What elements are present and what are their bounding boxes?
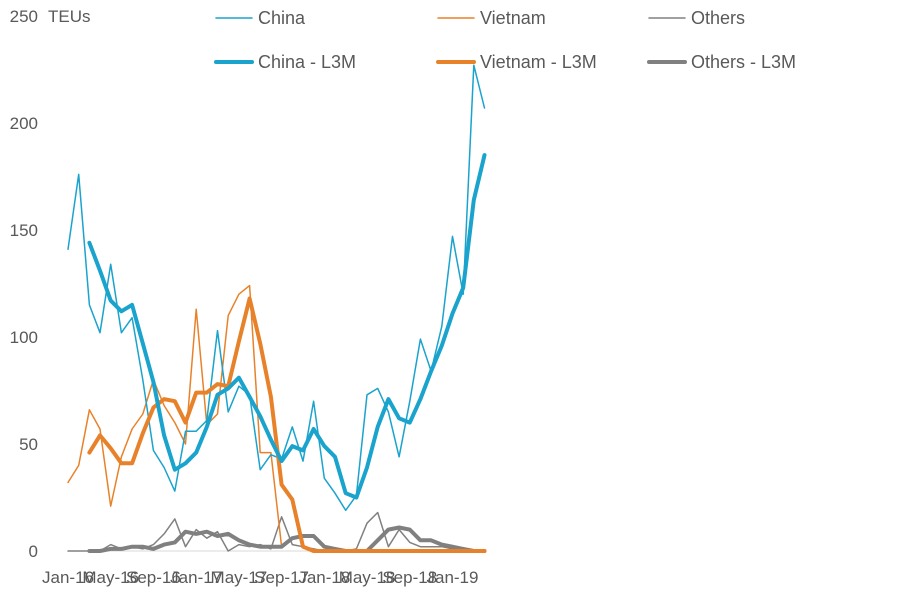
legend-label: China - L3M <box>258 52 356 72</box>
x-tick-label: Sep-16 <box>126 568 181 587</box>
y-axis-label: TEUs <box>48 7 91 26</box>
y-axis: 0 50 100 150 200 250 <box>10 7 38 561</box>
legend-item-vietnam: Vietnam <box>437 8 546 28</box>
legend-item-others-l3m: Others - L3M <box>647 52 796 72</box>
x-tick-label: May-16 <box>82 568 139 587</box>
x-tick-label: Sep-17 <box>254 568 309 587</box>
legend-item-china-l3m: China - L3M <box>214 52 356 72</box>
legend-item-china: China <box>215 8 306 28</box>
y-tick-label: 150 <box>10 221 38 240</box>
legend-label: Vietnam - L3M <box>480 52 597 72</box>
y-tick-label: 50 <box>19 435 38 454</box>
y-tick-label: 0 <box>29 542 38 561</box>
series-line-others-l3m <box>87 525 487 553</box>
series-line-china-l3m <box>87 153 487 500</box>
legend-label: Others - L3M <box>691 52 796 72</box>
y-tick-label: 100 <box>10 328 38 347</box>
x-tick-label: Jan-16 <box>42 568 94 587</box>
x-tick-label: Jan-17 <box>170 568 222 587</box>
legend-item-vietnam-l3m: Vietnam - L3M <box>436 52 597 72</box>
x-tick-label: Jan-18 <box>298 568 350 587</box>
legend-label: Vietnam <box>480 8 546 28</box>
x-tick-label: Sep-18 <box>382 568 437 587</box>
series-lines <box>67 64 487 553</box>
series-line-vietnam-l3m <box>87 296 487 553</box>
legend-item-others: Others <box>648 8 745 28</box>
series-line-vietnam <box>67 284 283 548</box>
x-tick-label: May-18 <box>339 568 396 587</box>
x-tick-label: Jan-19 <box>426 568 478 587</box>
y-tick-label: 200 <box>10 114 38 133</box>
y-tick-label: 250 <box>10 7 38 26</box>
x-tick-label: May-17 <box>211 568 268 587</box>
legend: China Vietnam Others China - L3M Vietnam - L… <box>214 8 796 72</box>
legend-label: Others <box>691 8 745 28</box>
x-axis: Jan-16May-16Sep-16Jan-17May-17Sep-17Jan-… <box>42 568 478 587</box>
legend-label: China <box>258 8 306 28</box>
